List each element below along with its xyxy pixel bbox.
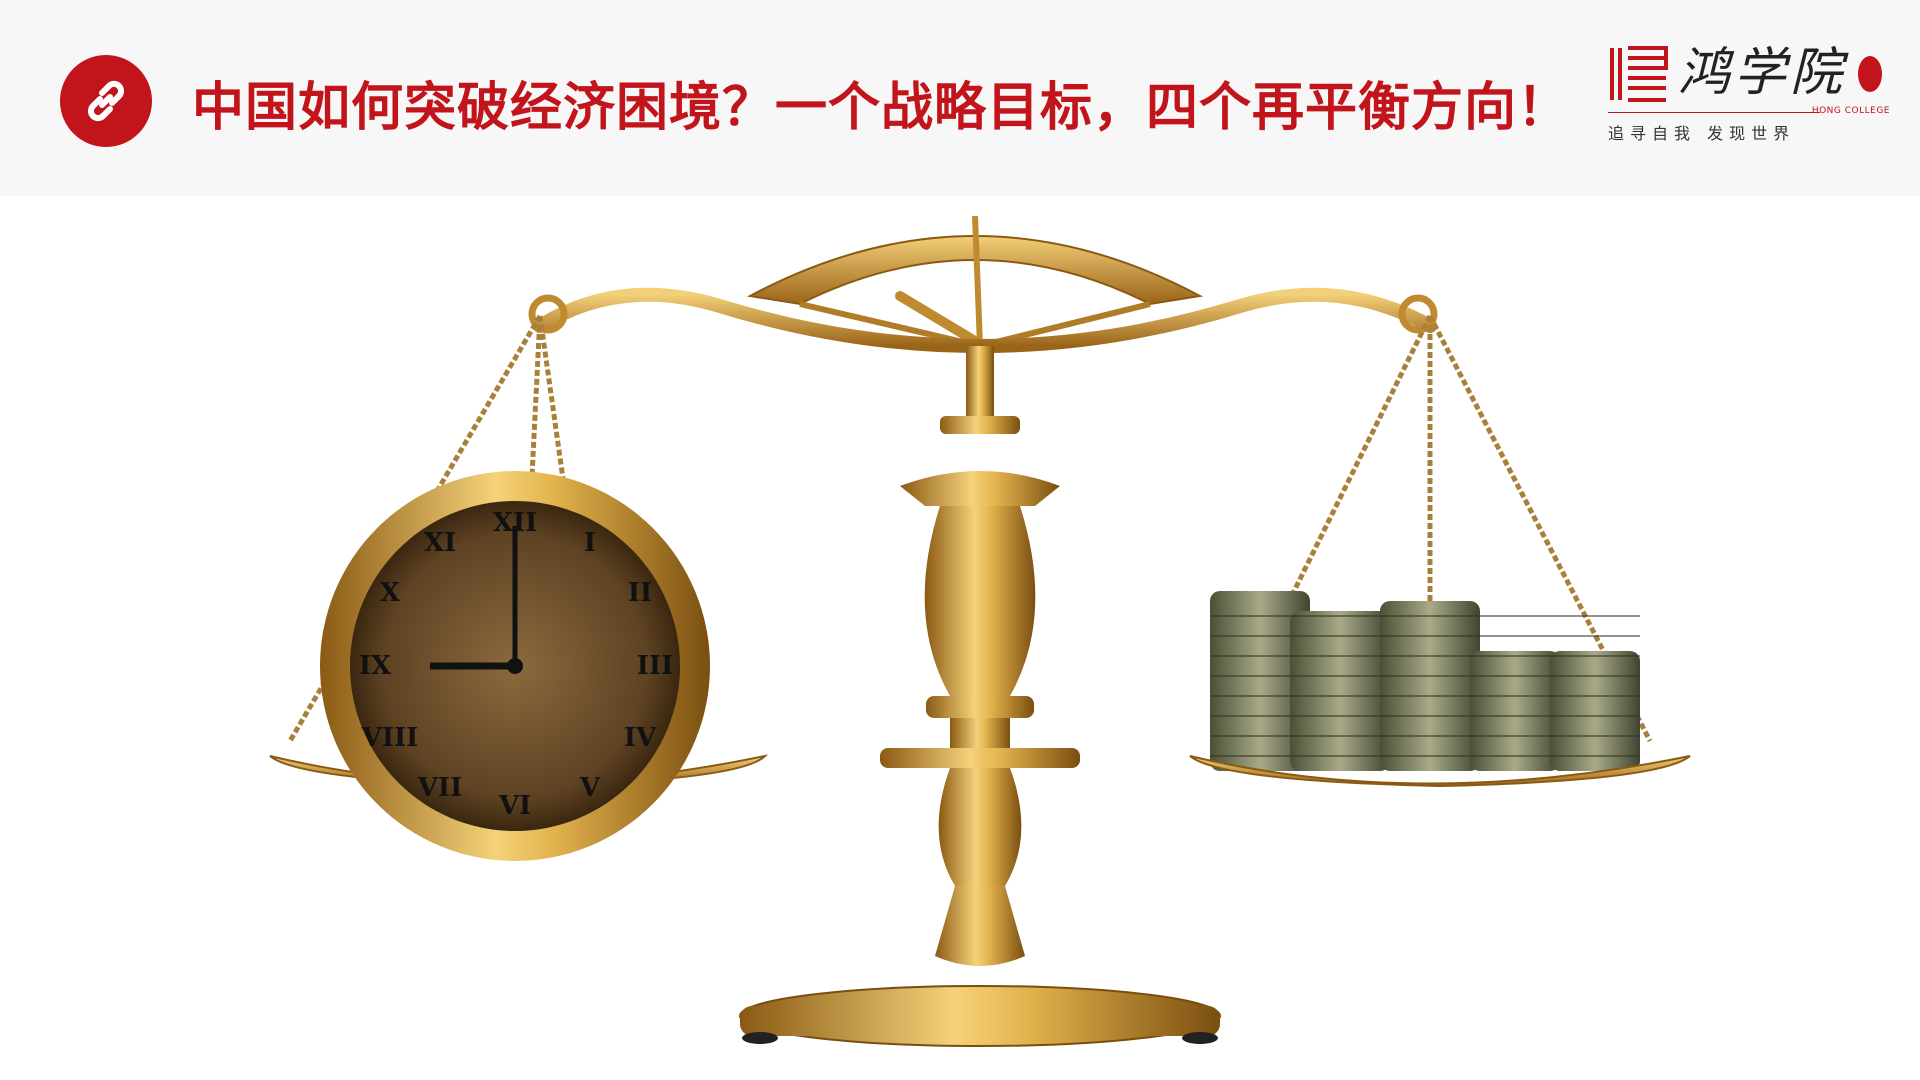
svg-text:IV: IV (624, 723, 657, 753)
svg-text:IX: IX (359, 651, 392, 681)
coin-stack-icon (1210, 591, 1640, 771)
svg-text:VIII: VIII (361, 723, 419, 753)
logo-mark-icon (1610, 46, 1668, 102)
svg-text:X: X (380, 578, 401, 608)
logo-divider (1608, 112, 1820, 113)
svg-text:VI: VI (498, 791, 531, 821)
svg-text:XI: XI (424, 528, 456, 558)
svg-text:VII: VII (417, 773, 463, 803)
svg-text:II: II (628, 578, 652, 608)
scale-beam (528, 287, 1438, 354)
seal-stamp (1858, 56, 1882, 92)
right-pan-dish (1189, 755, 1691, 788)
page-title: 中国如何突破经济困境？一个战略目标，四个再平衡方向！ (192, 77, 1571, 138)
scale-column (739, 346, 1221, 1047)
logo-english: HONG COLLEGE (1811, 106, 1890, 116)
link-icon (60, 55, 152, 147)
logo-name: 鸿学院 (1678, 43, 1847, 103)
svg-text:V: V (579, 773, 601, 803)
slide-header: 中国如何突破经济困境？一个战略目标，四个再平衡方向！ 鸿学院 HONG COLL… (0, 0, 1920, 196)
brand-logo: 鸿学院 HONG COLLEGE 追寻自我 发现世界 (1600, 40, 1890, 150)
link-icon-glyph (87, 80, 125, 122)
svg-text:I: I (584, 528, 596, 558)
logo-slogan: 追寻自我 发现世界 (1608, 124, 1796, 143)
svg-text:III: III (637, 651, 674, 681)
